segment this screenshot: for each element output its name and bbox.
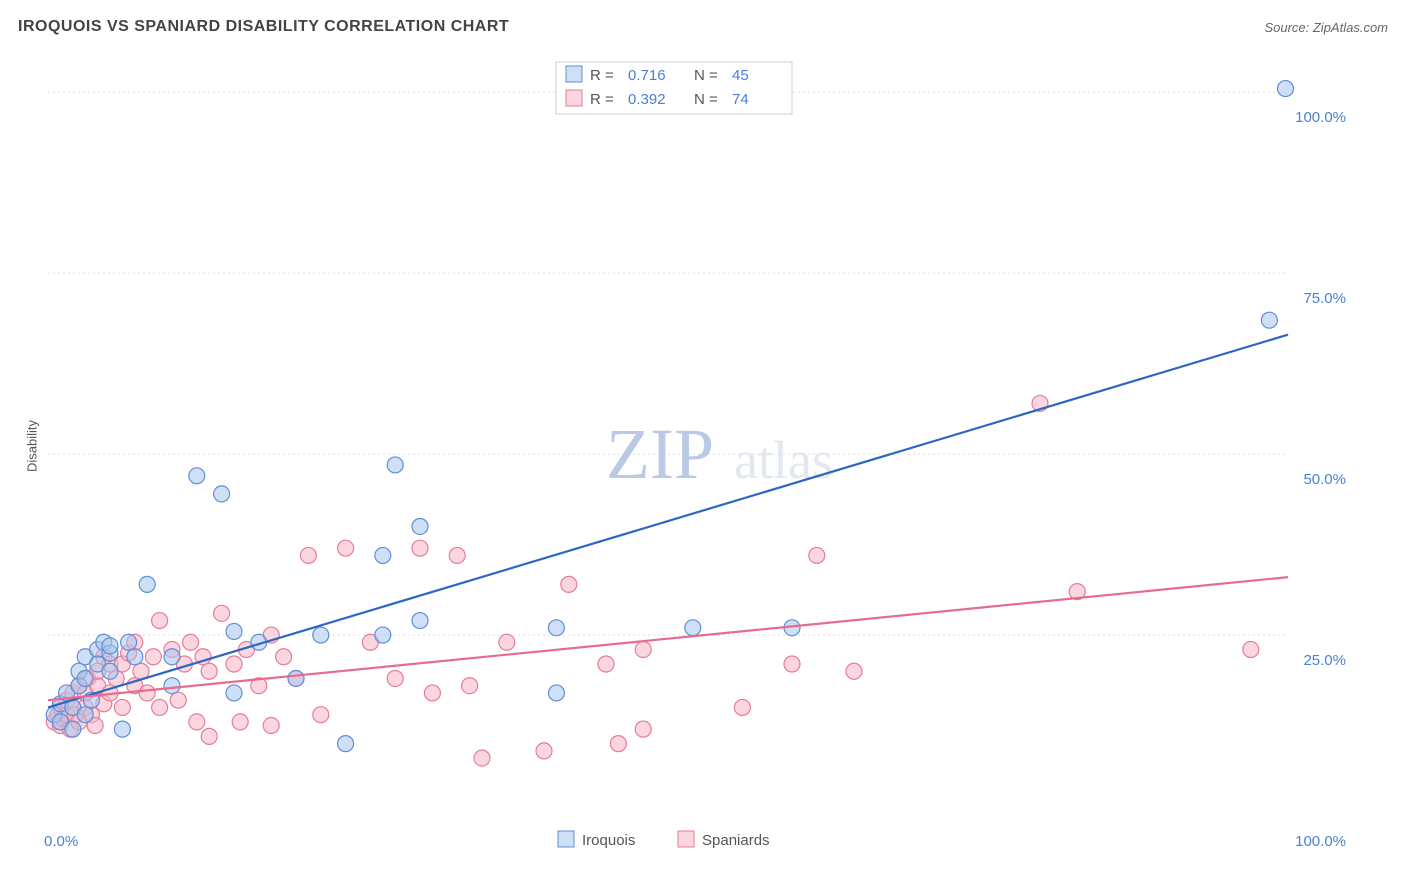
iroquois-point (102, 638, 118, 654)
iroquois-point (1261, 312, 1277, 328)
iroquois-point (114, 721, 130, 737)
legend-series-label: Iroquois (582, 832, 635, 849)
spaniards-point (635, 642, 651, 658)
iroquois-point (685, 620, 701, 636)
spaniards-point (598, 656, 614, 672)
spaniards-point (201, 663, 217, 679)
legend-swatch (558, 831, 574, 847)
x-min-label: 0.0% (44, 833, 78, 850)
watermark: atlas (734, 430, 833, 490)
iroquois-point (387, 457, 403, 473)
spaniards-point (536, 743, 552, 759)
spaniards-point (1243, 642, 1259, 658)
spaniards-point (449, 547, 465, 563)
iroquois-point (121, 634, 137, 650)
spaniards-point (201, 728, 217, 744)
iroquois-point (189, 468, 205, 484)
iroquois-point (65, 721, 81, 737)
legend-swatch (678, 831, 694, 847)
spaniards-point (232, 714, 248, 730)
spaniards-point (145, 649, 161, 665)
spaniards-point (263, 718, 279, 734)
iroquois-point (338, 736, 354, 752)
iroquois-point (375, 627, 391, 643)
spaniards-point (561, 576, 577, 592)
legend-n-label: N = (694, 91, 718, 108)
iroquois-point (214, 486, 230, 502)
iroquois-point (139, 576, 155, 592)
legend-n-label: N = (694, 67, 718, 84)
spaniards-point (610, 736, 626, 752)
spaniards-point (276, 649, 292, 665)
iroquois-point (1278, 81, 1294, 97)
y-tick-label: 100.0% (1295, 109, 1346, 126)
legend-n-value: 74 (732, 91, 749, 108)
iroquois-trendline (48, 335, 1288, 708)
spaniards-point (300, 547, 316, 563)
legend-r-label: R = (590, 91, 614, 108)
spaniards-point (387, 670, 403, 686)
spaniards-point (474, 750, 490, 766)
x-max-label: 100.0% (1295, 833, 1346, 850)
spaniards-point (183, 634, 199, 650)
scatter-chart: 25.0% 50.0% 75.0% 100.0% ZIP atlas 0.0% 100.0% R… (0, 0, 1406, 892)
iroquois-point (77, 707, 93, 723)
spaniards-point (338, 540, 354, 556)
iroquois-point (548, 620, 564, 636)
iroquois-point (288, 670, 304, 686)
iroquois-point (164, 678, 180, 694)
legend-swatch (566, 66, 582, 82)
spaniards-point (189, 714, 205, 730)
iroquois-point (375, 547, 391, 563)
iroquois-point (77, 670, 93, 686)
spaniards-point (139, 685, 155, 701)
spaniards-point (170, 692, 186, 708)
spaniards-point (809, 547, 825, 563)
spaniards-point (846, 663, 862, 679)
iroquois-point (548, 685, 564, 701)
iroquois-point (102, 663, 118, 679)
spaniards-point (313, 707, 329, 723)
iroquois-point (226, 685, 242, 701)
iroquois-point (313, 627, 329, 643)
legend-n-value: 45 (732, 67, 749, 84)
legend-r-label: R = (590, 67, 614, 84)
iroquois-point (127, 649, 143, 665)
y-tick-label: 25.0% (1303, 652, 1346, 669)
spaniards-point (152, 699, 168, 715)
iroquois-point (412, 613, 428, 629)
iroquois-point (164, 649, 180, 665)
spaniards-point (734, 699, 750, 715)
spaniards-point (499, 634, 515, 650)
watermark: ZIP (606, 414, 714, 494)
spaniards-point (462, 678, 478, 694)
spaniards-point (114, 699, 130, 715)
iroquois-point (226, 623, 242, 639)
y-tick-label: 50.0% (1303, 471, 1346, 488)
spaniards-point (226, 656, 242, 672)
y-tick-label: 75.0% (1303, 290, 1346, 307)
spaniards-point (152, 613, 168, 629)
spaniards-point (784, 656, 800, 672)
spaniards-point (214, 605, 230, 621)
legend-swatch (566, 90, 582, 106)
spaniards-point (635, 721, 651, 737)
legend-r-value: 0.716 (628, 67, 666, 84)
iroquois-point (412, 518, 428, 534)
legend-series-label: Spaniards (702, 832, 770, 849)
legend-r-value: 0.392 (628, 91, 666, 108)
spaniards-point (412, 540, 428, 556)
spaniards-point (424, 685, 440, 701)
